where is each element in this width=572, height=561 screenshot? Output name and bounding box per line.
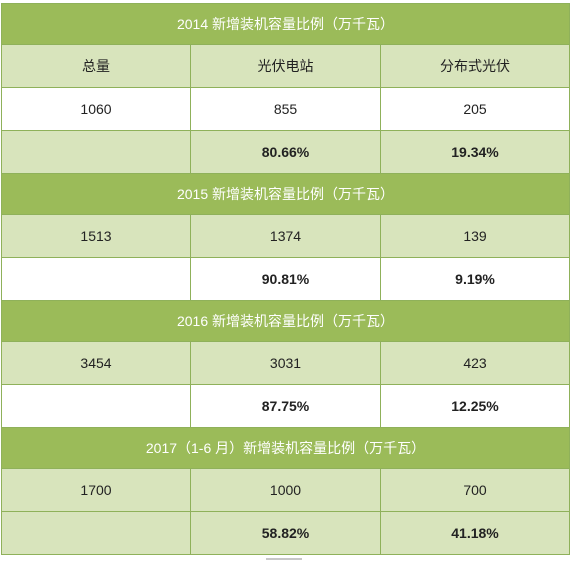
- total-value: 1700: [1, 468, 191, 512]
- percent-row-2017: 58.82% 41.18%: [1, 511, 571, 555]
- distributed-percent: 12.25%: [379, 384, 571, 428]
- section-title: 2016 新增装机容量比例（万千瓦）: [0, 300, 571, 342]
- total-value: 1513: [1, 214, 191, 258]
- empty-cell: [1, 511, 191, 555]
- section-title: 2015 新增装机容量比例（万千瓦）: [0, 173, 571, 215]
- column-header-row: 总量 光伏电站 分布式光伏: [1, 44, 571, 88]
- empty-cell: [1, 130, 191, 174]
- column-header-distributed: 分布式光伏: [379, 44, 571, 88]
- percent-row-2014: 80.66% 19.34%: [1, 130, 571, 174]
- value-row-2016: 3454 3031 423: [1, 341, 571, 385]
- distributed-value: 423: [379, 341, 571, 385]
- distributed-percent: 19.34%: [379, 130, 571, 174]
- column-header-station: 光伏电站: [190, 44, 381, 88]
- distributed-value: 139: [379, 214, 571, 258]
- distributed-percent: 41.18%: [379, 511, 571, 555]
- distributed-value: 205: [379, 87, 571, 131]
- distributed-value: 700: [379, 468, 571, 512]
- value-row-2017: 1700 1000 700: [1, 468, 571, 512]
- station-value: 1374: [190, 214, 381, 258]
- value-row-2015: 1513 1374 139: [1, 214, 571, 258]
- station-value: 3031: [190, 341, 381, 385]
- value-row-2014: 1060 855 205: [1, 87, 571, 131]
- percent-row-2015: 90.81% 9.19%: [1, 257, 571, 301]
- section-title-row-2015: 2015 新增装机容量比例（万千瓦）: [0, 173, 571, 215]
- station-value: 1000: [190, 468, 381, 512]
- section-title: 2014 新增装机容量比例（万千瓦）: [0, 3, 571, 45]
- section-title: 2017（1-6 月）新增装机容量比例（万千瓦）: [0, 427, 571, 469]
- section-title-row-2014: 2014 新增装机容量比例（万千瓦）: [0, 3, 571, 45]
- total-value: 3454: [1, 341, 191, 385]
- station-percent: 90.81%: [190, 257, 381, 301]
- station-value: 855: [190, 87, 381, 131]
- total-value: 1060: [1, 87, 191, 131]
- percent-row-2016: 87.75% 12.25%: [1, 384, 571, 428]
- column-header-total: 总量: [1, 44, 191, 88]
- distributed-percent: 9.19%: [379, 257, 571, 301]
- capacity-ratio-table: 2014 新增装机容量比例（万千瓦） 总量 光伏电站 分布式光伏 1060 85…: [0, 3, 571, 555]
- bottom-divider: [266, 558, 302, 560]
- empty-cell: [1, 257, 191, 301]
- station-percent: 80.66%: [190, 130, 381, 174]
- section-title-row-2016: 2016 新增装机容量比例（万千瓦）: [0, 300, 571, 342]
- station-percent: 87.75%: [190, 384, 381, 428]
- station-percent: 58.82%: [190, 511, 381, 555]
- empty-cell: [1, 384, 191, 428]
- section-title-row-2017: 2017（1-6 月）新增装机容量比例（万千瓦）: [0, 427, 571, 469]
